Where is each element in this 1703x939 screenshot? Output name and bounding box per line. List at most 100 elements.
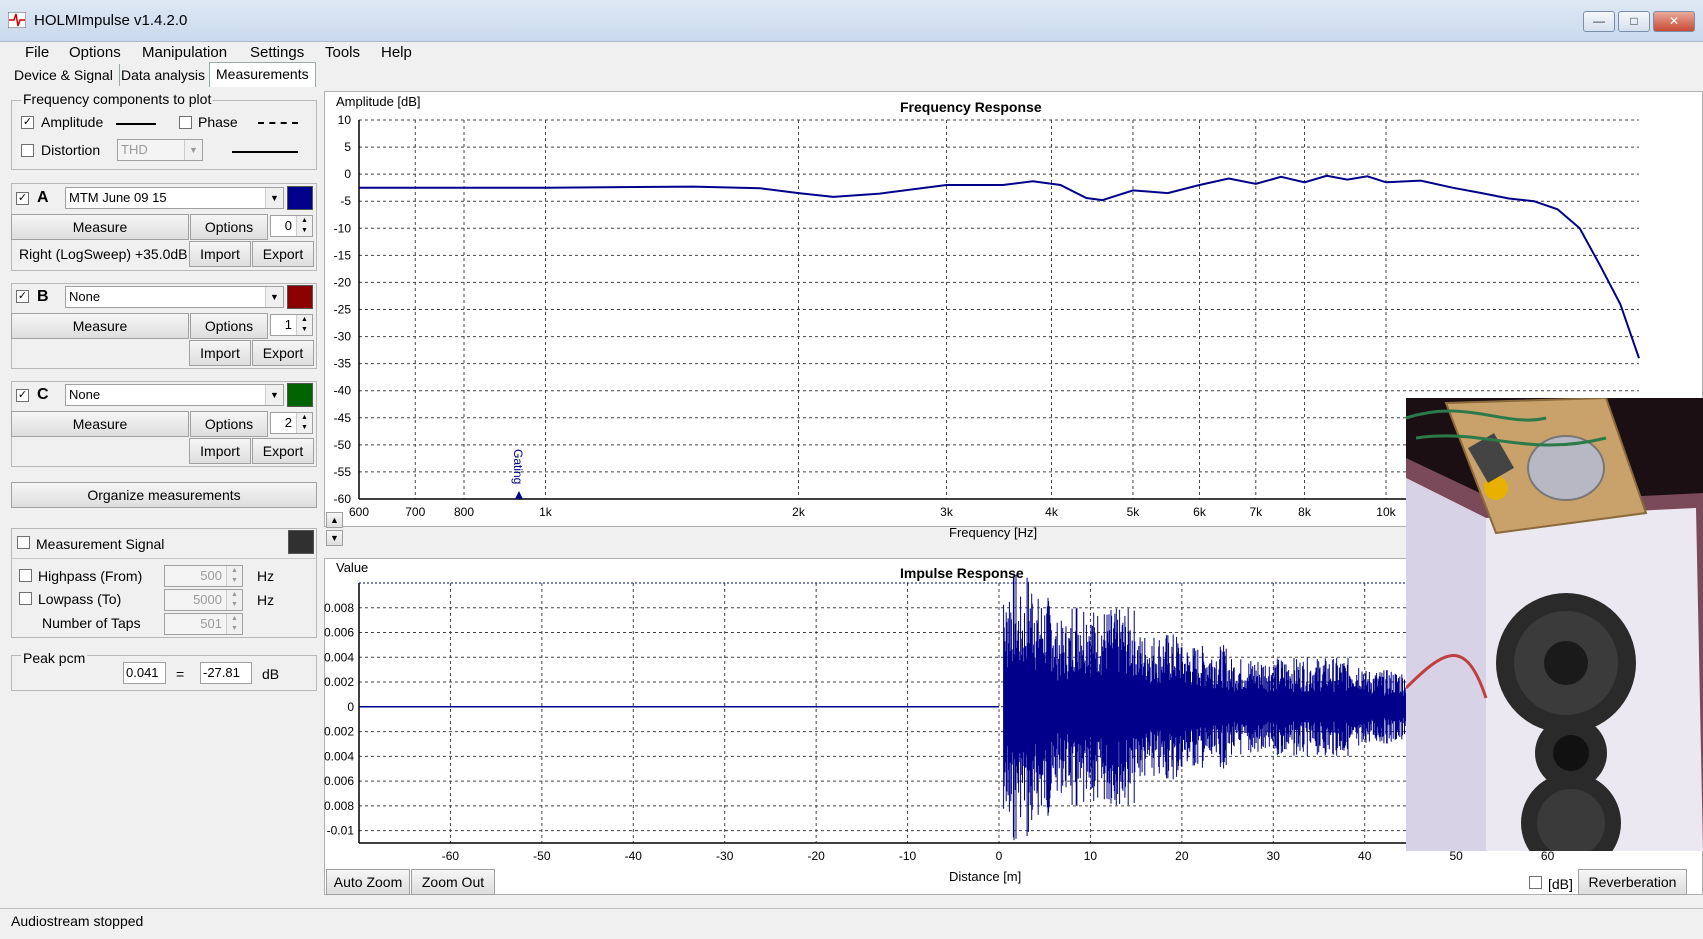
y-tick-label: -5 [340,194,351,208]
db-checkbox[interactable] [1529,876,1542,889]
y-tick-label: -60 [334,492,352,506]
series-line [359,174,1640,359]
measurement-signal-label: Measurement Signal [36,536,165,552]
impulse-ylabel: Value [336,560,369,575]
slot-a-import-button[interactable]: Import [189,241,251,267]
x-tick-label: -40 [625,849,643,863]
y-tick-label: 10 [338,113,352,127]
distortion-line-style [232,151,298,153]
peak-db-field[interactable]: -27.81 [200,662,252,684]
gating-marker-arrow [514,491,523,499]
x-tick-label: 40 [1358,849,1372,863]
slot-b-checkbox[interactable]: ✓ [16,290,29,303]
x-tick-label: 4k [1045,505,1059,519]
chevron-down-icon: ▼ [265,287,283,307]
highpass-checkbox[interactable] [19,569,32,582]
peak-pcm-field[interactable]: 0.041 [123,662,166,684]
highpass-input[interactable]: 500 ▲ ▼ [164,565,243,587]
highpass-label: Highpass (From) [38,568,143,584]
slot-c-import-button[interactable]: Import [189,438,251,464]
x-tick-label: 50 [1449,849,1463,863]
zoom-out-button[interactable]: Zoom Out [411,869,495,895]
scroll-down-button[interactable]: ▼ [326,530,343,546]
x-tick-label: 10 [1084,849,1098,863]
y-tick-label: 0.002 [324,675,354,689]
lowpass-checkbox[interactable] [19,592,32,605]
menu-file[interactable]: File [25,44,50,61]
slot-b-export-button[interactable]: Export [252,340,314,366]
slot-b-letter: B [37,288,49,305]
x-tick-label: -60 [442,849,460,863]
slot-a-measure-button[interactable]: Measure [11,214,189,240]
phase-checkbox[interactable] [179,116,192,129]
slot-a-checkbox[interactable]: ✓ [16,192,29,205]
lowpass-input[interactable]: 5000 ▲ ▼ [164,589,243,611]
db-label: [dB] [1548,876,1573,892]
menu-tools[interactable]: Tools [325,44,361,61]
reverberation-button[interactable]: Reverberation [1578,869,1687,895]
slot-a-select[interactable]: MTM June 09 15 ▼ [65,187,284,209]
taps-input[interactable]: 501 ▲ ▼ [164,613,243,635]
equals-sign: = [176,666,185,682]
menu-options[interactable]: Options [69,44,121,61]
slot-b-options-button[interactable]: Options [190,313,268,339]
tab-device-signal[interactable]: Device & Signal [8,64,120,86]
slot-c-color-swatch[interactable] [287,383,313,407]
tab-data-analysis[interactable]: Data analysis [115,64,213,86]
slot-b-stepper[interactable]: 1 ▲ ▼ [270,314,313,336]
slot-b-measure-button[interactable]: Measure [11,313,189,339]
tab-measurements[interactable]: Measurements [209,62,316,87]
chevron-down-icon: ▼ [184,140,202,160]
measurement-signal-checkbox[interactable] [17,536,30,549]
y-tick-label: -0.004 [324,749,354,763]
y-tick-label: 0 [347,700,354,714]
x-tick-label: 800 [454,505,474,519]
amplitude-checkbox[interactable]: ✓ [21,116,34,129]
menu-manipulation[interactable]: Manipulation [142,44,228,61]
slot-a-info: Right (LogSweep) +35.0dB [19,246,188,262]
x-tick-label: 6k [1193,505,1207,519]
y-tick-label: -35 [334,357,352,371]
slot-c-checkbox[interactable]: ✓ [16,389,29,402]
x-tick-label: 700 [405,505,425,519]
slot-c-export-button[interactable]: Export [252,438,314,464]
organize-measurements-button[interactable]: Organize measurements [11,482,317,508]
chevron-down-icon: ▼ [265,385,283,405]
slot-a-color-swatch[interactable] [287,186,313,210]
slot-c-measure-button[interactable]: Measure [11,411,189,437]
x-tick-label: -20 [807,849,825,863]
slot-b-import-button[interactable]: Import [189,340,251,366]
slot-c-select[interactable]: None ▼ [65,384,284,406]
auto-zoom-button[interactable]: Auto Zoom [326,869,410,895]
slot-b-select[interactable]: None ▼ [65,286,284,308]
slot-c-stepper[interactable]: 2 ▲ ▼ [270,412,313,434]
distortion-checkbox[interactable] [21,144,34,157]
slot-a-letter: A [37,189,49,206]
x-tick-label: 60 [1541,849,1555,863]
maximize-button[interactable]: □ [1618,11,1650,32]
impulse-title: Impulse Response [900,565,1024,581]
gating-marker: Gating [511,449,525,484]
y-tick-label: 0.006 [324,626,354,640]
slot-b-color-swatch[interactable] [287,285,313,309]
x-tick-label: 8k [1298,505,1312,519]
freq-title: Frequency Response [900,99,1042,115]
minimize-button[interactable]: — [1583,11,1615,32]
slot-a-export-button[interactable]: Export [252,241,314,267]
slot-a-options-button[interactable]: Options [190,214,268,240]
distortion-label: Distortion [41,142,101,158]
menu-help[interactable]: Help [381,44,412,61]
status-text: Audiostream stopped [11,913,144,929]
distortion-type-select[interactable]: THD ▼ [117,139,203,161]
menu-settings[interactable]: Settings [250,44,305,61]
y-tick-label: -40 [334,384,352,398]
close-button[interactable]: ✕ [1653,11,1695,32]
y-tick-label: -0.008 [324,799,354,813]
slot-c-options-button[interactable]: Options [190,411,268,437]
x-tick-label: -50 [533,849,551,863]
signal-color-swatch[interactable] [288,530,314,554]
slot-a-stepper[interactable]: 0 ▲ ▼ [270,215,313,237]
scroll-up-button[interactable]: ▲ [326,512,343,528]
series-trace [1003,573,1411,841]
x-tick-label: 600 [349,505,369,519]
